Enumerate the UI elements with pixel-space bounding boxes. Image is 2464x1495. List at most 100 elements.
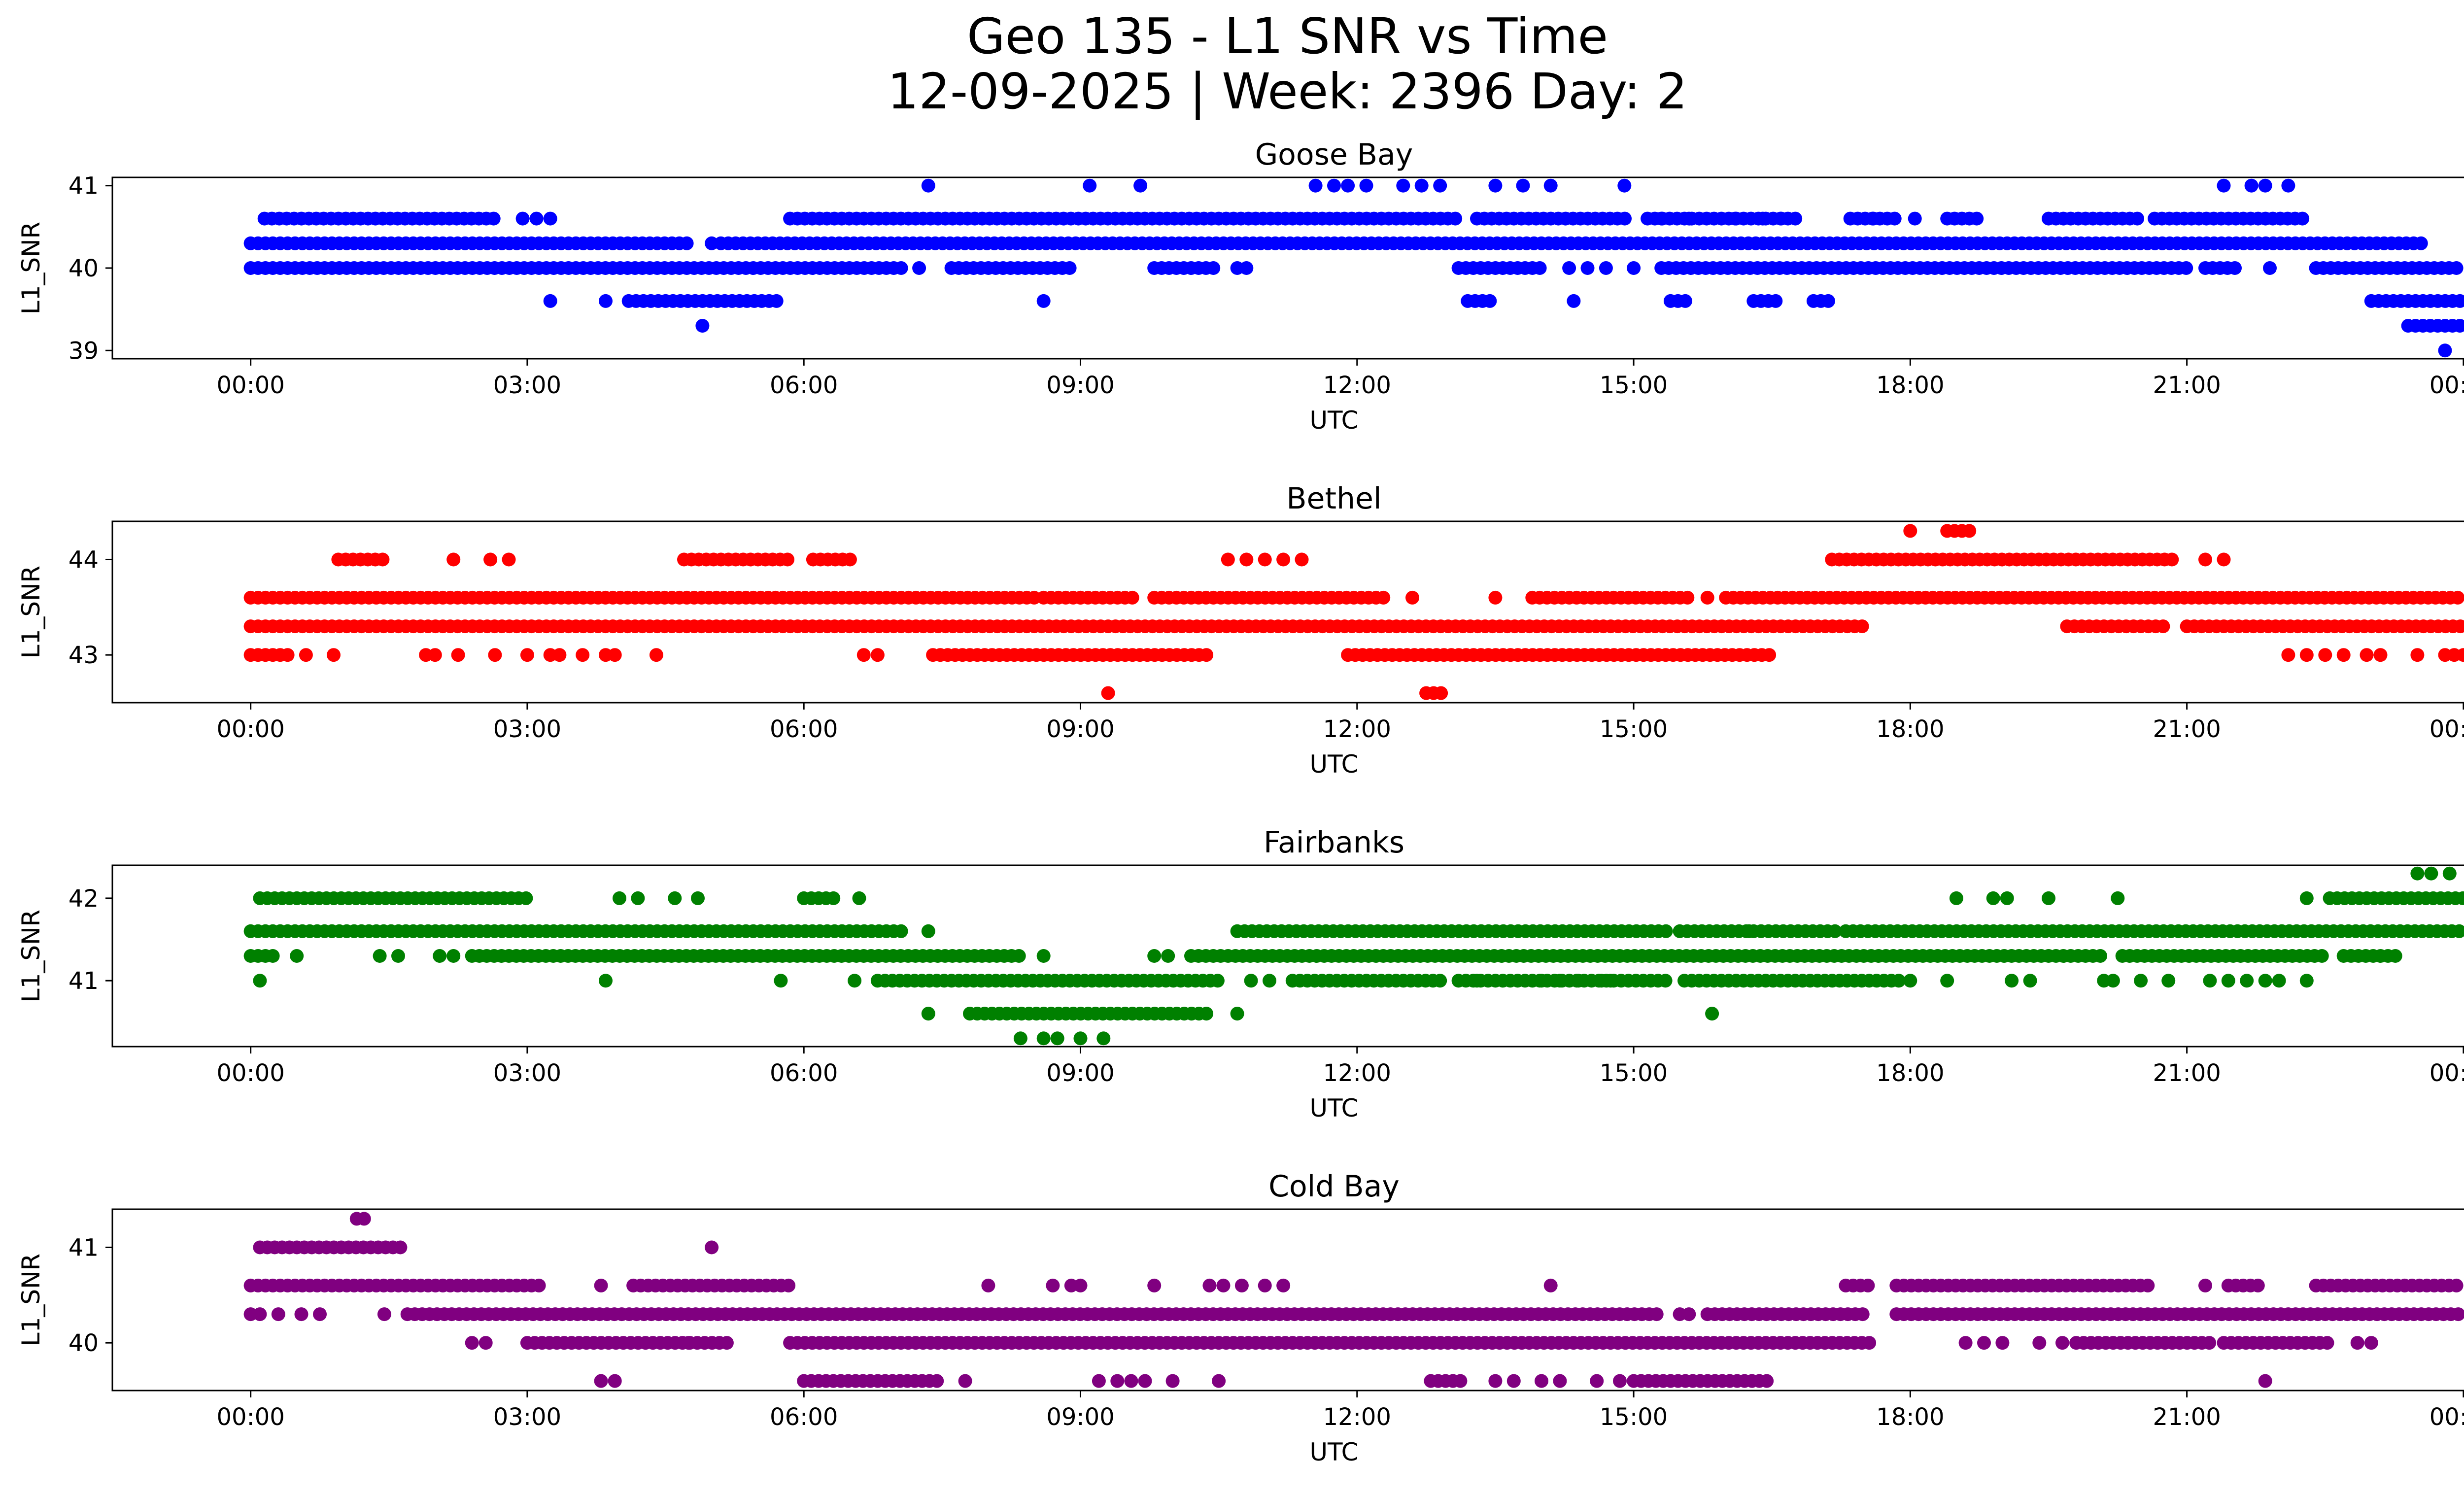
goose-bay-point-207 [2130, 211, 2144, 226]
cold-bay-point-160 [1543, 1278, 1558, 1292]
goose-bay-point-4 [1327, 178, 1341, 193]
goose-bay-point-811 [543, 294, 557, 308]
goose-bay-point-762 [2263, 261, 2277, 275]
goose-bay-point-760 [1599, 261, 1613, 275]
cold-bay-x-axis-label: UTC [1309, 1438, 1358, 1466]
cold-bay-point-88 [1861, 1278, 1875, 1292]
goose-bay-point-759 [1580, 261, 1595, 275]
bethel-point-11 [376, 552, 390, 567]
fairbanks-point-726 [2221, 974, 2235, 988]
fairbanks-point-714 [1571, 974, 1585, 988]
bethel-point-741 [299, 648, 313, 662]
fairbanks-point-766 [1705, 1007, 1719, 1021]
bethel-x-tick-label-1: 03:00 [493, 715, 561, 743]
cold-bay-x-tick-label-8: 00:00 [2430, 1403, 2464, 1431]
bethel-y-tick-label-1: 44 [68, 546, 99, 574]
cold-bay-point-435 [313, 1307, 327, 1322]
goose-bay-point-13 [1617, 178, 1632, 193]
goose-bay-x-tick-label-6: 18:00 [1876, 372, 1944, 399]
bethel-point-600 [2156, 619, 2170, 634]
figure-title-line-2: 12-09-2025 | Week: 2396 Day: 2 [887, 63, 1688, 120]
goose-bay-subplot-title: Goose Bay [1255, 137, 1413, 172]
fairbanks-x-tick-label-6: 18:00 [1876, 1059, 1944, 1087]
fairbanks-point-729 [2272, 974, 2286, 988]
goose-bay-point-15 [2244, 178, 2259, 193]
cold-bay-x-tick-label-2: 06:00 [770, 1403, 838, 1431]
bethel-axes-frame [111, 520, 2464, 704]
fairbanks-point-730 [2299, 974, 2314, 988]
bethel-point-744 [428, 648, 442, 662]
cold-bay-x-tick-label-7: 21:00 [2153, 1403, 2221, 1431]
fairbanks-point-334 [266, 949, 280, 963]
fairbanks-point-73 [2111, 891, 2125, 905]
fairbanks-point-708 [1244, 974, 1258, 988]
bethel-point-26 [781, 552, 794, 567]
goose-bay-point-814 [1567, 294, 1581, 308]
goose-bay-point-14 [2217, 178, 2231, 193]
goose-bay-x-axis-label: UTC [1309, 406, 1358, 435]
fairbanks-point-570 [290, 949, 304, 963]
goose-bay-point-161 [1618, 211, 1632, 226]
fairbanks-point-704 [253, 974, 267, 988]
bethel-subplot-title: Bethel [1286, 481, 1381, 516]
cold-bay-point-706 [1124, 1374, 1138, 1388]
cold-bay-point-656 [2350, 1336, 2364, 1350]
bethel-point-745 [451, 648, 465, 662]
figure-title: Geo 135 - L1 SNR vs Time 12-09-2025 | We… [0, 9, 2464, 119]
goose-bay-point-7 [1396, 178, 1410, 193]
cold-bay-point-715 [1613, 1374, 1627, 1388]
fairbanks-point-72 [2042, 891, 2055, 905]
fairbanks-point-574 [446, 949, 461, 963]
bethel-point-363 [2451, 590, 2464, 605]
cold-bay-point-676 [930, 1374, 944, 1388]
bethel-point-364 [1073, 590, 1088, 605]
fairbanks-point-728 [2258, 974, 2272, 988]
cold-bay-point-654 [2032, 1336, 2047, 1350]
bethel-y-tick-label-0: 43 [68, 642, 99, 669]
fairbanks-point-533 [2093, 949, 2107, 963]
bethel-point-263 [1680, 590, 1695, 605]
cold-bay-point-466 [719, 1336, 734, 1350]
bethel-point-755 [870, 648, 885, 662]
fairbanks-series [243, 866, 2464, 1046]
goose-bay-x-tick-label-1: 03:00 [493, 372, 561, 399]
fairbanks-axes-frame [111, 864, 2464, 1048]
fairbanks-y-tick-label-1: 42 [68, 885, 99, 913]
cold-bay-point-655 [2055, 1336, 2069, 1350]
fairbanks-point-711 [1470, 974, 1484, 988]
fairbanks-y-axis-label: L1_SNR [17, 910, 45, 1003]
goose-bay-point-758 [1562, 261, 1576, 275]
cold-bay-x-tick-label-1: 03:00 [493, 1403, 561, 1431]
cold-bay-point-708 [1165, 1374, 1180, 1388]
cold-bay-point-62 [532, 1278, 546, 1292]
fairbanks-x-tick-label-3: 09:00 [1046, 1059, 1114, 1087]
goose-bay-x-tick-label-0: 00:00 [216, 372, 284, 399]
goose-bay-point-189 [1887, 211, 1902, 226]
bethel-x-tick-label-7: 21:00 [2153, 715, 2221, 743]
fairbanks-point-768 [1036, 1031, 1051, 1046]
goose-bay-point-729 [2179, 261, 2193, 275]
bethel-point-759 [2336, 648, 2351, 662]
bethel-point-756 [2281, 648, 2295, 662]
goose-bay-point-0 [921, 178, 935, 193]
cold-bay-x-tick-label-6: 18:00 [1876, 1403, 1944, 1431]
bethel-point-367 [1700, 590, 1714, 605]
cold-bay-x-tick-label-0: 00:00 [216, 1403, 284, 1431]
fairbanks-point-767 [1013, 1031, 1027, 1046]
cold-bay-point-707 [1138, 1374, 1152, 1388]
bethel-y-axis-label: L1_SNR [17, 566, 45, 659]
fairbanks-point-67 [691, 891, 705, 905]
fairbanks-point-763 [1199, 1007, 1213, 1021]
goose-bay-point-49 [486, 211, 501, 226]
goose-bay-y-tick-label-0: 39 [68, 337, 99, 365]
fairbanks-point-569 [2388, 949, 2402, 963]
goose-bay-series [243, 178, 2464, 358]
cold-bay-point-432 [253, 1307, 267, 1322]
goose-bay-x-tick-label-7: 21:00 [2153, 372, 2221, 399]
cold-bay-point-161 [2198, 1278, 2212, 1292]
goose-bay-point-645 [1206, 261, 1221, 275]
goose-bay-point-823 [695, 319, 710, 333]
bethel-point-89 [2217, 552, 2231, 567]
bethel-point-757 [2299, 648, 2314, 662]
fairbanks-x-tick-label-4: 12:00 [1323, 1059, 1391, 1087]
